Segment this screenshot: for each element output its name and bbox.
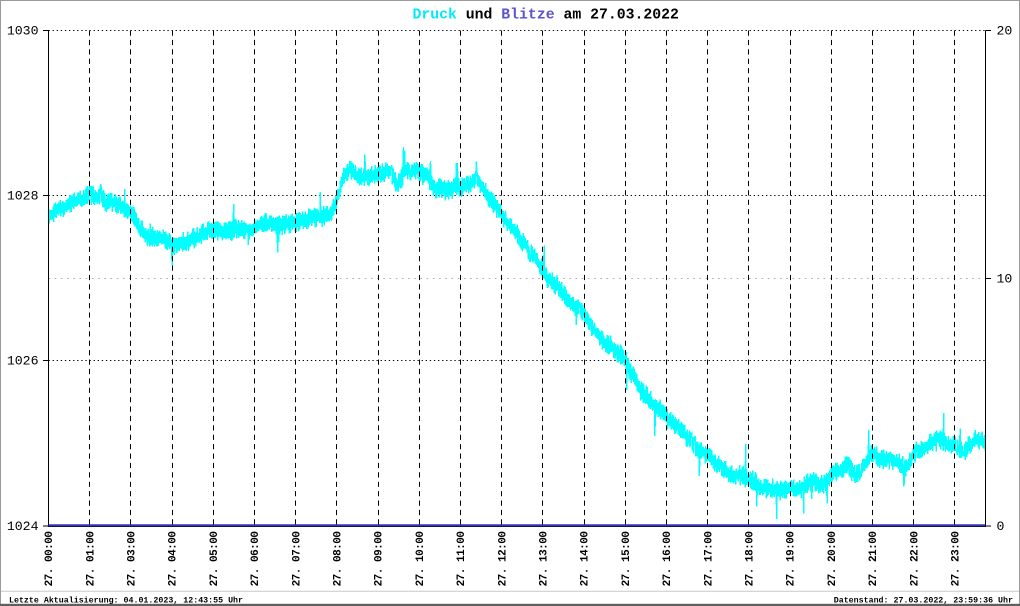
svg-text:27. 07:00: 27. 07:00 (291, 532, 303, 587)
svg-text:27. 10:00: 27. 10:00 (415, 532, 427, 587)
svg-text:1026: 1026 (7, 354, 39, 369)
svg-text:27. 11:00: 27. 11:00 (456, 532, 468, 587)
svg-text:27. 12:00: 27. 12:00 (497, 532, 509, 587)
svg-text:27. 08:00: 27. 08:00 (333, 532, 345, 587)
svg-text:27. 15:00: 27. 15:00 (621, 532, 633, 587)
svg-text:1030: 1030 (7, 24, 39, 39)
svg-text:Letzte Aktualisierung: 04.01.2: Letzte Aktualisierung: 04.01.2023, 12:43… (9, 595, 243, 605)
svg-text:10: 10 (997, 272, 1013, 287)
svg-text:27. 20:00: 27. 20:00 (827, 532, 839, 587)
svg-text:27. 04:00: 27. 04:00 (168, 532, 180, 587)
svg-text:27. 14:00: 27. 14:00 (580, 532, 592, 587)
svg-text:27. 21:00: 27. 21:00 (868, 532, 880, 587)
svg-text:27. 05:00: 27. 05:00 (209, 532, 221, 587)
svg-text:27. 18:00: 27. 18:00 (745, 532, 757, 587)
svg-text:27. 00:00: 27. 00:00 (44, 532, 56, 587)
svg-text:27. 16:00: 27. 16:00 (662, 532, 674, 587)
svg-text:27. 17:00: 27. 17:00 (703, 532, 715, 587)
svg-text:1024: 1024 (7, 519, 39, 534)
svg-text:27. 22:00: 27. 22:00 (909, 532, 921, 587)
svg-text:1028: 1028 (7, 189, 39, 204)
svg-text:27. 01:00: 27. 01:00 (85, 532, 97, 587)
svg-text:27. 03:00: 27. 03:00 (127, 532, 139, 587)
svg-text:27. 09:00: 27. 09:00 (374, 532, 386, 587)
svg-text:20: 20 (997, 24, 1013, 39)
svg-text:27. 06:00: 27. 06:00 (250, 532, 262, 587)
svg-text:Datenstand: 27.03.2022, 23:59:: Datenstand: 27.03.2022, 23:59:36 Uhr (834, 595, 1013, 605)
svg-text:0: 0 (997, 519, 1005, 534)
svg-text:27. 23:00: 27. 23:00 (951, 532, 963, 587)
svg-text:27. 13:00: 27. 13:00 (539, 532, 551, 587)
svg-text:27. 19:00: 27. 19:00 (786, 532, 798, 587)
